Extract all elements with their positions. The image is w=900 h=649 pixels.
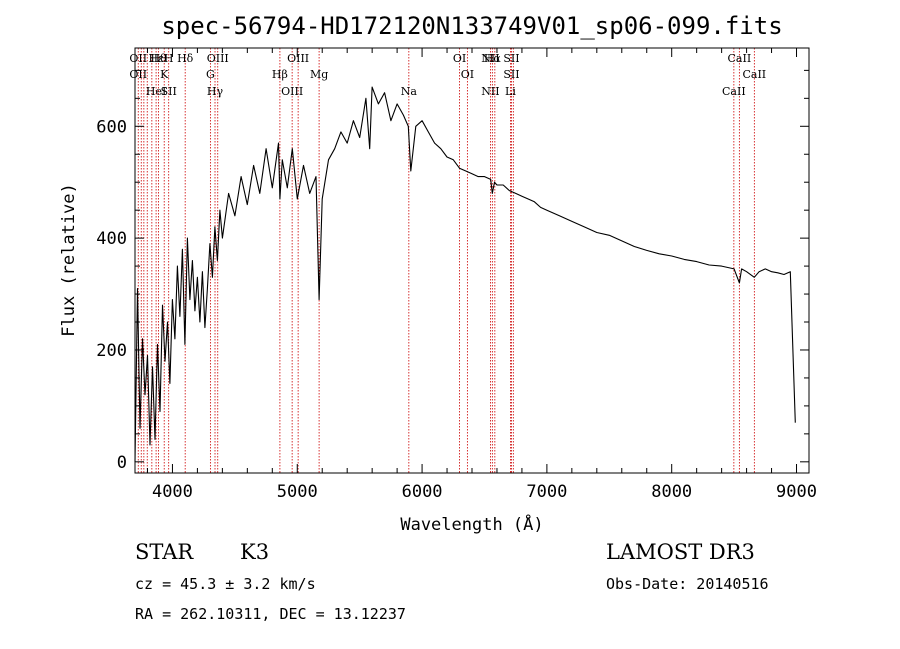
x-tick-label: 8000 xyxy=(651,482,692,502)
x-tick-label: 5000 xyxy=(277,482,318,502)
spectral-line-label: HeI xyxy=(146,85,166,98)
spectral-line-label: CaII xyxy=(722,85,746,98)
survey-name: LAMOST DR3 xyxy=(606,540,755,564)
y-axis-label: Flux (relative) xyxy=(59,183,79,337)
spectral-line-label: NII xyxy=(481,52,499,65)
spectral-line-label: K xyxy=(160,68,169,81)
spectral-line-label: Hε xyxy=(148,52,164,65)
object-class: STAR xyxy=(135,540,194,564)
spectral-line-label: Hθ xyxy=(150,52,167,65)
x-tick-label: 7000 xyxy=(526,482,567,502)
y-tick-label: 600 xyxy=(96,117,127,137)
y-tick-label: 400 xyxy=(96,229,127,249)
spectral-line-label: Hβ xyxy=(272,68,288,81)
y-tick-label: 200 xyxy=(96,341,127,361)
spectral-line-markers xyxy=(137,48,755,473)
spectral-line-label: H xyxy=(164,52,174,65)
spectral-line-label: SII xyxy=(161,85,177,98)
spectral-line-label: OI xyxy=(453,52,466,65)
x-tick-label: 9000 xyxy=(776,482,817,502)
spectral-line-label: G xyxy=(206,68,215,81)
y-axis-ticks: 0 200 400 600 xyxy=(96,69,809,473)
spectral-line-label: SII xyxy=(503,68,519,81)
spectral-line-label: Na xyxy=(401,85,418,98)
x-axis-ticks: 4000 5000 6000 7000 8000 9000 xyxy=(146,48,817,502)
redshift-text: cz = 45.3 ± 3.2 km/s xyxy=(135,575,316,593)
spectral-line-label: Hα xyxy=(484,52,502,65)
plot-frame xyxy=(134,47,810,474)
spectral-line-label: OIII xyxy=(281,85,303,98)
x-tick-label: 6000 xyxy=(402,482,443,502)
y-tick-label: 0 xyxy=(117,453,127,473)
spectral-line-label: Hδ xyxy=(177,52,194,65)
spectral-line-label: OIII xyxy=(287,52,309,65)
chart-title: spec-56794-HD172120N133749V01_sp06-099.f… xyxy=(161,12,782,40)
spectrum-line xyxy=(134,86,796,462)
spectral-line-label: CaII xyxy=(728,52,752,65)
spectral-line-label: Mg xyxy=(310,68,328,81)
spectral-line-label: Hγ xyxy=(207,85,224,98)
spectral-line-label: OII xyxy=(129,52,147,65)
x-axis-label: Wavelength (Å) xyxy=(400,513,543,535)
obs-date-text: Obs-Date: 20140516 xyxy=(606,575,769,593)
spectral-line-label: SII xyxy=(503,52,519,65)
coordinates-text: RA = 262.10311, DEC = 13.12237 xyxy=(135,605,406,623)
object-subclass: K3 xyxy=(240,540,269,564)
spectral-line-label: OII xyxy=(129,68,147,81)
spectral-line-label: OIII xyxy=(207,52,229,65)
spectral-line-label: NII xyxy=(481,85,499,98)
spectral-line-label: Li xyxy=(505,85,516,98)
spectral-line-label: CaII xyxy=(742,68,766,81)
spectral-line-label: OI xyxy=(461,68,474,81)
x-tick-label: 4000 xyxy=(152,482,193,502)
